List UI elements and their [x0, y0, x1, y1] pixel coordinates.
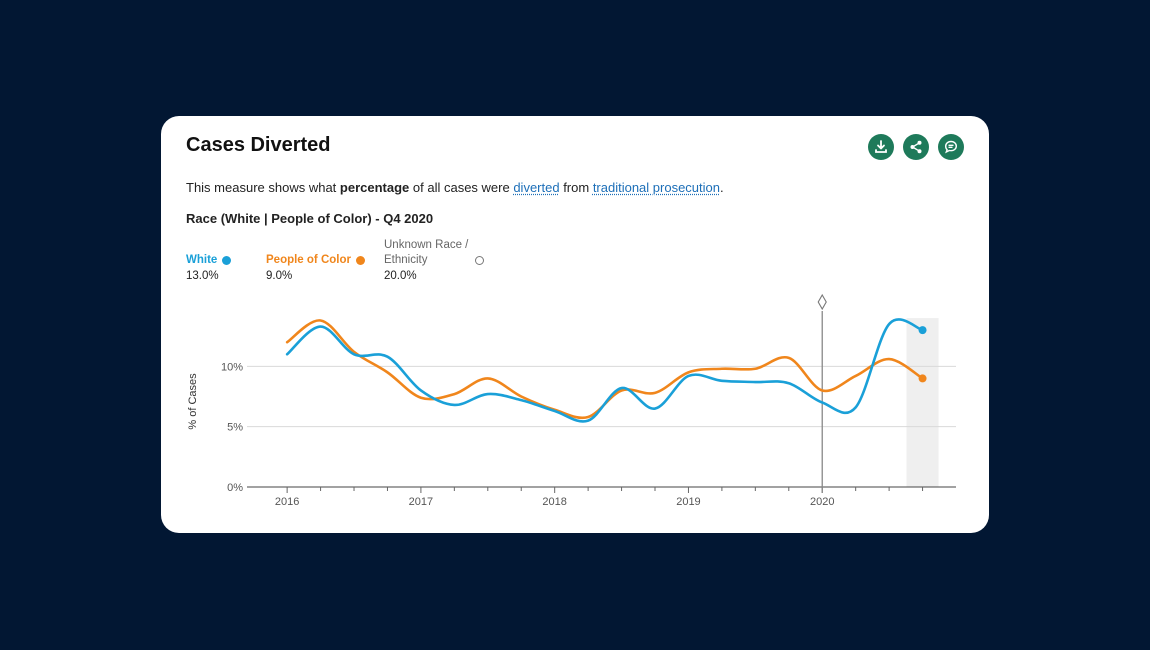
share-icon — [910, 140, 922, 154]
y-tick-label: 0% — [227, 482, 243, 494]
legend-hollow-dot-icon — [475, 256, 484, 265]
x-tick-label: 2019 — [676, 496, 700, 508]
end-point-people-of-color — [918, 374, 927, 383]
desc-text-4: . — [720, 180, 724, 195]
marker-diamond-icon — [817, 293, 827, 311]
cases-diverted-card: Cases Diverted This measure shows what p… — [161, 116, 989, 533]
x-tick-label: 2017 — [409, 496, 433, 508]
download-button[interactable] — [868, 134, 894, 160]
card-actions — [868, 134, 964, 160]
legend-value: 20.0% — [384, 270, 417, 282]
share-button[interactable] — [903, 134, 929, 160]
desc-text-3: from — [559, 180, 593, 195]
legend-dot-icon — [355, 256, 365, 265]
highlight-band — [906, 318, 939, 487]
legend-label: Unknown Race / Ethnicity — [384, 239, 469, 266]
desc-text-2: of all cases were — [409, 180, 514, 195]
line-chart: 0% 5% 10% 2016 2017 2018 2019 2020 % of Cases — [187, 293, 956, 508]
chart-subtitle: Race (White | People of Color) - Q4 2020 — [186, 211, 434, 226]
x-tick-label: 2020 — [810, 496, 834, 508]
y-tick-label: 5% — [227, 422, 243, 434]
series-line-white — [285, 318, 924, 423]
legend-label: White — [186, 254, 218, 266]
y-axis-label: % of Cases — [187, 373, 199, 430]
measure-description: This measure shows what percentage of al… — [186, 180, 724, 195]
legend-item-white[interactable]: White 13.0% — [186, 232, 306, 282]
legend-item-people-of-color[interactable]: People of Color 9.0% — [266, 232, 386, 282]
legend-value: 9.0% — [266, 270, 293, 282]
methodology-button[interactable] — [938, 134, 964, 160]
legend-label: People of Color — [266, 254, 351, 266]
card-title: Cases Diverted — [186, 134, 331, 156]
y-tick-label: 10% — [221, 361, 243, 373]
traditional-prosecution-link[interactable]: traditional prosecution — [592, 180, 721, 195]
download-icon — [875, 140, 887, 153]
legend-dot-icon — [222, 256, 232, 265]
desc-text-1: This measure shows what — [186, 180, 340, 195]
end-point-white — [918, 326, 927, 335]
legend-item-unknown[interactable]: Unknown Race / Ethnicity 20.0% — [384, 232, 484, 282]
x-tick-label: 2018 — [542, 496, 566, 508]
legend-value: 13.0% — [186, 270, 219, 282]
x-tick-label: 2016 — [275, 496, 299, 508]
desc-bold: percentage — [339, 180, 410, 195]
chat-info-icon — [944, 140, 958, 154]
diverted-link[interactable]: diverted — [513, 180, 560, 195]
